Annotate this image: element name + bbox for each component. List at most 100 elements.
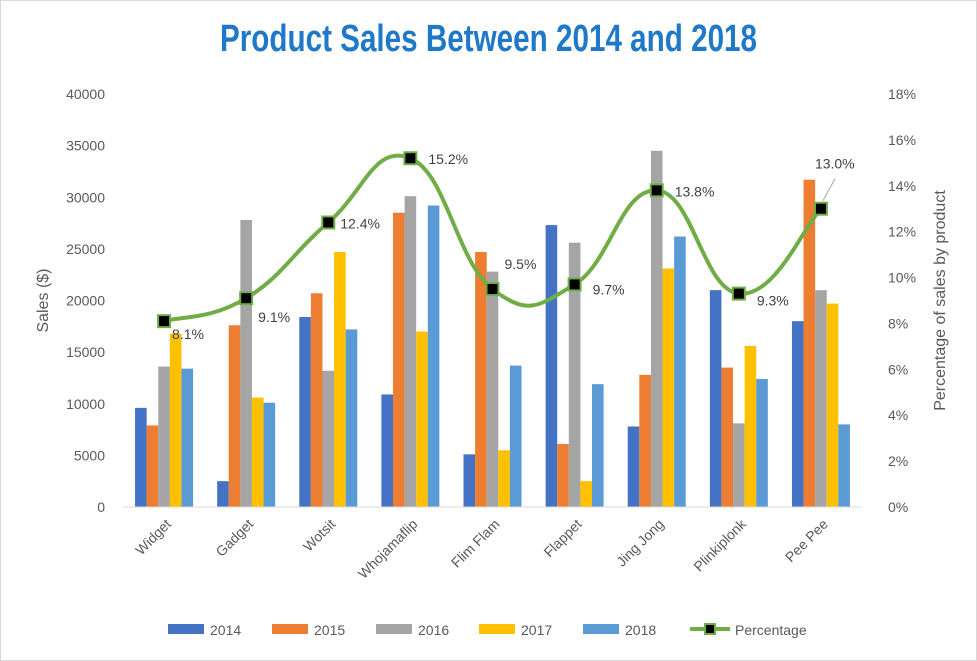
chart-title: Product Sales Between 2014 and 2018 (219, 18, 758, 60)
legend-label: 2018 (625, 622, 656, 638)
bar-2017 (334, 251, 346, 507)
bar-2017 (662, 268, 675, 507)
percentage-marker (567, 277, 582, 292)
percentage-data-label: 9.1% (258, 309, 290, 325)
percentage-marker (649, 183, 664, 198)
bar-2015 (146, 425, 159, 507)
bar-2014 (299, 317, 311, 507)
bar-2014 (709, 290, 722, 507)
percentage-line: 8.1% 9.1% 12.4% 15.2% 9.5% 9.7% 13.8% 9.3% 13.0% (157, 151, 855, 342)
bar-2016 (733, 423, 745, 507)
bar-2015 (475, 251, 487, 507)
bar-2016 (240, 219, 252, 507)
bar-2018 (509, 365, 522, 507)
legend: 2014 2015 2016 2017 2018 Percentage (168, 622, 807, 638)
bar-2018 (592, 384, 604, 507)
bars (135, 150, 850, 508)
percentage-data-label: 8.1% (172, 326, 204, 342)
bar-2014 (545, 225, 558, 507)
percentage-data-label: 15.2% (428, 151, 468, 167)
bar-2018 (756, 378, 768, 507)
category-labels: Widget Gadget Wotsit Whojamaflip Flim Flam Fl… (132, 515, 831, 581)
legend-label: 2017 (521, 622, 552, 638)
y2-tick-label: 4% (888, 407, 908, 423)
legend-item-2014: 2014 (168, 622, 241, 638)
bar-2014 (381, 394, 393, 507)
legend-item-2018: 2018 (583, 622, 656, 638)
percentage-data-label: 12.4% (340, 215, 380, 231)
bar-2015 (803, 179, 816, 507)
y2-tick-label: 2% (888, 453, 908, 469)
category-label: Gadget (212, 516, 256, 560)
percentage-marker (403, 151, 418, 166)
bar-2014 (135, 407, 147, 507)
bar-2014 (217, 481, 229, 507)
legend-swatch (479, 624, 515, 634)
percentage-data-label: 13.8% (675, 183, 715, 199)
bar-2015 (557, 444, 569, 507)
bar-2016 (486, 271, 499, 507)
bar-2014 (791, 321, 804, 507)
y2-tick-label: 10% (888, 270, 916, 286)
legend-item-2015: 2015 (272, 622, 345, 638)
bar-2016 (322, 370, 335, 507)
category-label: Whojamaflip (355, 516, 421, 582)
y2-tick-label: 16% (888, 132, 916, 148)
legend-label: 2016 (418, 622, 449, 638)
bar-2015 (721, 367, 734, 507)
bar-2015 (639, 374, 651, 507)
legend-swatch (272, 624, 308, 634)
y-tick-label: 10000 (66, 396, 105, 412)
bar-2018 (427, 205, 440, 507)
category-label: Widget (132, 516, 174, 558)
legend-item-Percentage: Percentage (690, 622, 807, 638)
bar-2015 (228, 325, 241, 507)
bar-2018 (674, 236, 686, 508)
percentage-marker (321, 215, 336, 230)
y2-axis-ticks: 0% 2% 4% 6% 8% 10% 12% 14% 16% 18% (888, 86, 916, 515)
bar-2017 (580, 481, 593, 507)
bar-2017 (169, 333, 182, 507)
percentage-data-label: 9.7% (593, 281, 625, 297)
y2-axis-title: Percentage of sales by product (932, 190, 949, 411)
category-label: Wotsit (300, 516, 339, 555)
legend-item-2016: 2016 (376, 622, 449, 638)
bar-2015 (310, 293, 323, 507)
legend-swatch (583, 624, 619, 634)
bar-2017 (744, 345, 757, 507)
percentage-data-label: 13.0% (815, 156, 855, 172)
bar-2016 (158, 366, 170, 507)
percentage-marker (157, 314, 172, 329)
bar-2017 (251, 397, 264, 507)
legend-label: 2015 (314, 622, 345, 638)
legend-swatch (168, 624, 204, 634)
y-tick-label: 5000 (74, 447, 105, 463)
legend-marker-swatch (704, 623, 716, 635)
label-leader-line (822, 178, 836, 201)
y2-tick-label: 0% (888, 499, 908, 515)
category-label: Jing Jong (613, 516, 667, 570)
y-axis-ticks: 0 5000 10000 15000 20000 25000 30000 35000 40000 (66, 86, 105, 515)
percentage-marker (485, 282, 500, 297)
y2-tick-label: 6% (888, 361, 908, 377)
bar-2017 (826, 303, 839, 507)
y-axis-title: Sales ($) (35, 268, 52, 332)
category-label: Flim Flam (448, 516, 503, 571)
bar-2015 (392, 212, 405, 508)
y2-tick-label: 14% (888, 178, 916, 194)
percentage-marker (731, 286, 746, 301)
y-tick-label: 25000 (66, 241, 105, 257)
bar-2016 (568, 242, 581, 507)
bar-2016 (404, 196, 417, 507)
bar-2018 (181, 368, 194, 507)
category-label: Pee Pee (782, 516, 831, 565)
bar-2017 (498, 450, 510, 507)
y-tick-label: 0 (97, 499, 105, 515)
y-tick-label: 40000 (66, 86, 105, 102)
y-tick-label: 30000 (66, 189, 105, 205)
bar-2018 (263, 402, 276, 507)
bar-2014 (627, 426, 640, 507)
y-tick-label: 20000 (66, 293, 105, 309)
percentage-marker (239, 291, 254, 306)
